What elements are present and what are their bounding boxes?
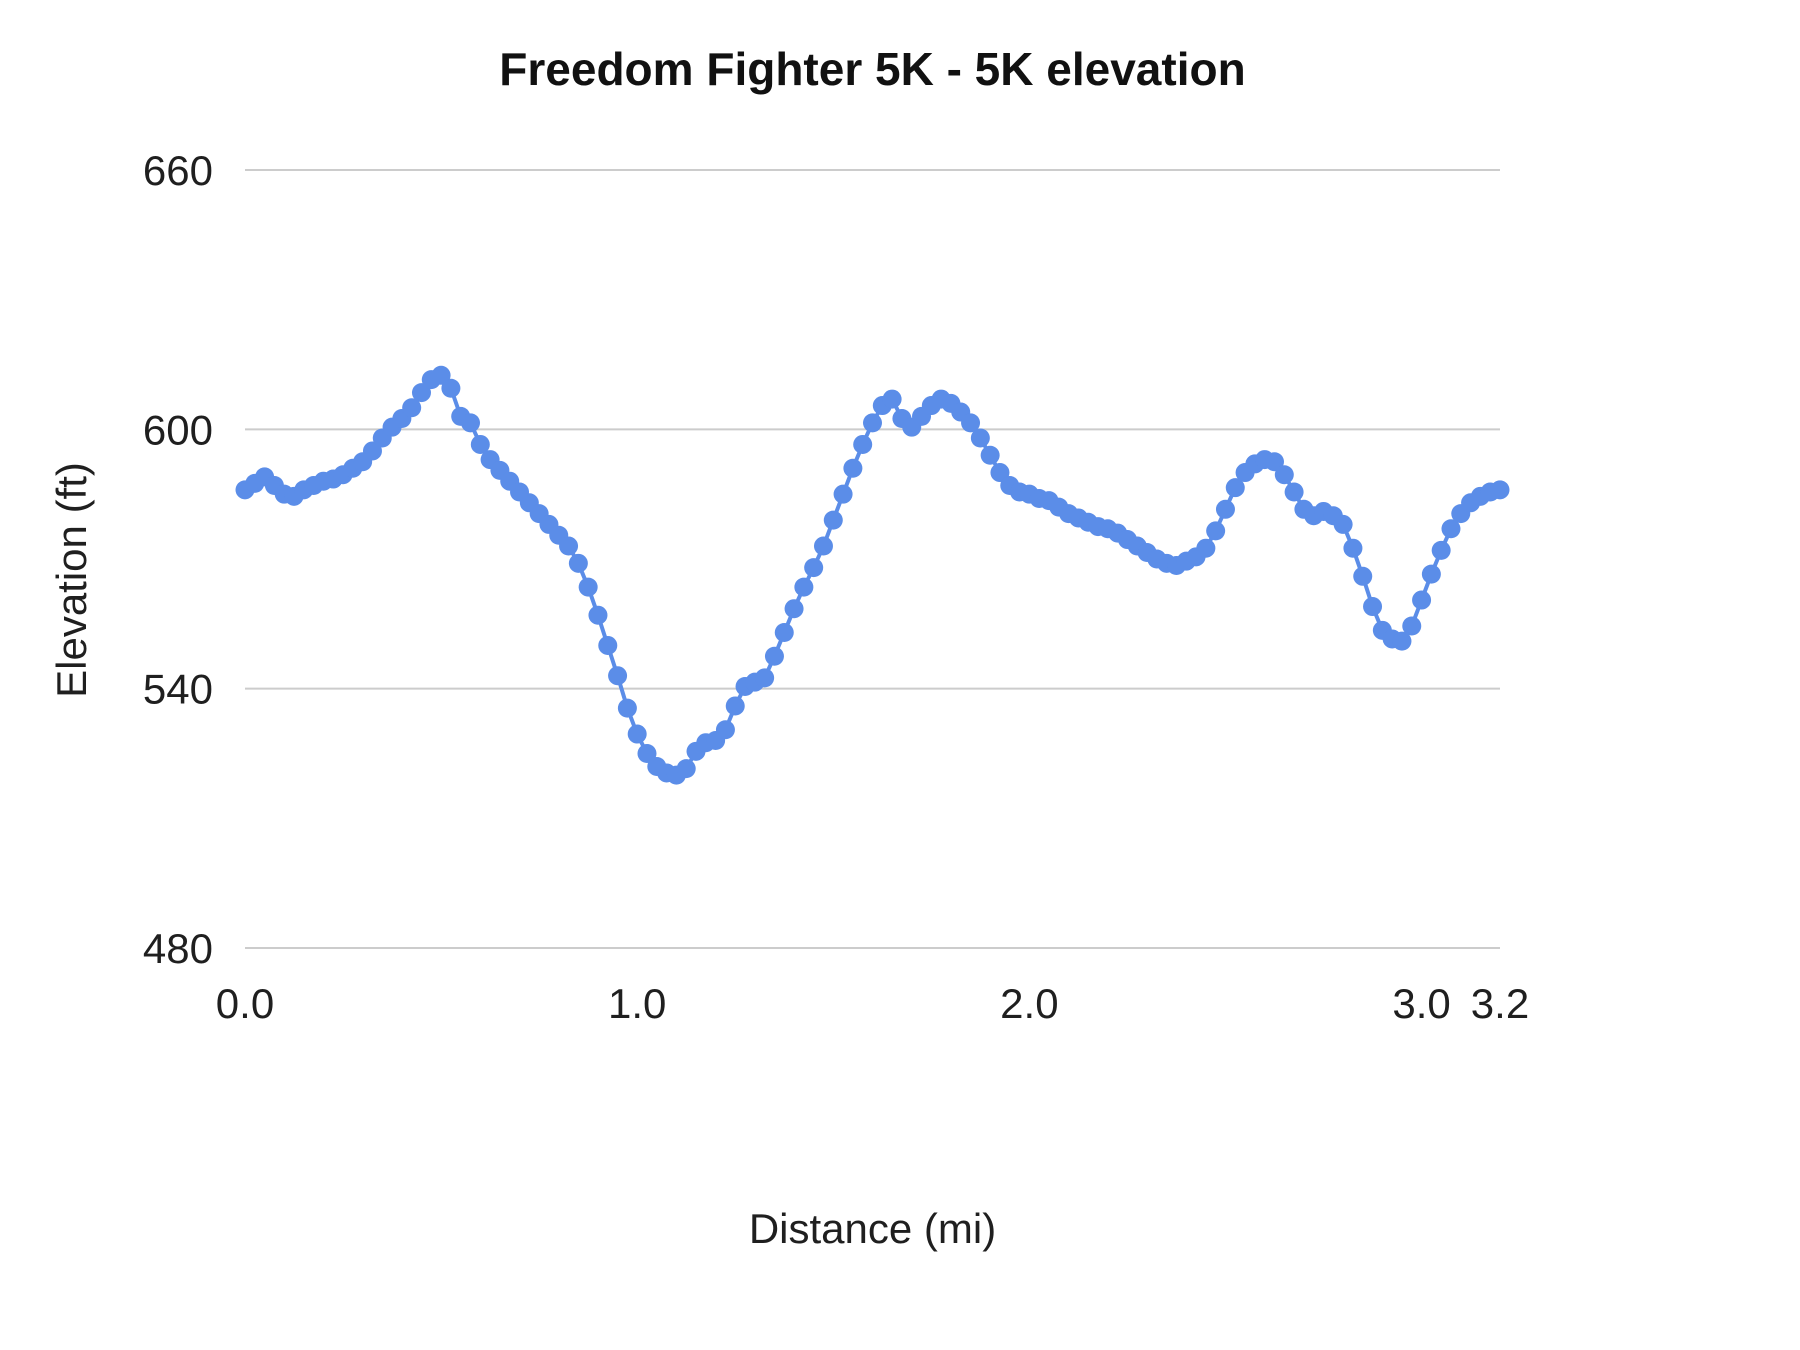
data-point: [470, 434, 490, 454]
data-point: [882, 389, 902, 409]
chart-title: Freedom Fighter 5K - 5K elevation: [499, 43, 1246, 95]
data-point: [1412, 590, 1432, 610]
data-point: [1333, 514, 1353, 534]
data-point: [617, 698, 637, 718]
data-point: [1490, 480, 1510, 500]
data-point: [990, 463, 1010, 483]
data-point: [970, 428, 990, 448]
data-point: [1353, 566, 1373, 586]
data-point: [578, 577, 598, 597]
data-point: [1215, 499, 1235, 519]
x-tick-label: 1.0: [608, 980, 666, 1027]
data-point: [1284, 482, 1304, 502]
x-tick-label: 0.0: [216, 980, 274, 1027]
data-point: [441, 378, 461, 398]
data-point: [804, 558, 824, 578]
data-point: [598, 635, 618, 655]
y-tick-label: 480: [143, 925, 213, 972]
data-point: [1392, 631, 1412, 651]
data-point: [461, 413, 481, 433]
data-point: [784, 599, 804, 619]
data-point: [608, 666, 628, 686]
data-point: [627, 724, 647, 744]
x-tick-label: 3.0: [1392, 980, 1450, 1027]
data-point: [676, 759, 696, 779]
x-tick-labels: 0.0 1.0 2.0 3.0 3.2: [216, 980, 1529, 1027]
x-tick-label: 2.0: [1000, 980, 1058, 1027]
data-point: [853, 434, 873, 454]
data-point: [362, 441, 382, 461]
data-point: [1196, 538, 1216, 558]
elevation-points: [235, 365, 1510, 785]
data-point: [833, 484, 853, 504]
data-point: [980, 445, 1000, 465]
data-point: [755, 668, 775, 688]
data-point: [1225, 478, 1245, 498]
elevation-line: [243, 373, 1501, 778]
data-point: [1363, 597, 1383, 617]
gridlines: [245, 169, 1500, 949]
data-point: [559, 536, 579, 556]
y-tick-label: 540: [143, 666, 213, 713]
y-tick-labels: 660 600 540 480: [143, 147, 213, 972]
data-point: [568, 553, 588, 573]
y-tick-label: 660: [143, 147, 213, 194]
data-point: [588, 605, 608, 625]
data-point: [411, 383, 431, 403]
data-point: [823, 510, 843, 530]
data-point: [774, 622, 794, 642]
data-point: [1441, 519, 1461, 539]
data-point: [961, 413, 981, 433]
data-point: [764, 646, 784, 666]
data-point: [1274, 465, 1294, 485]
data-point: [1343, 538, 1363, 558]
data-point: [725, 696, 745, 716]
data-point: [1264, 452, 1284, 472]
data-point: [1431, 540, 1451, 560]
data-point: [794, 577, 814, 597]
data-point: [1402, 616, 1422, 636]
x-tick-label: 3.2: [1471, 980, 1529, 1027]
data-point: [863, 413, 882, 433]
data-point: [1421, 564, 1441, 584]
data-point: [1206, 521, 1226, 541]
data-point: [637, 744, 657, 763]
data-point: [843, 458, 863, 478]
data-point: [402, 398, 422, 418]
data-point: [813, 536, 833, 556]
data-point: [431, 365, 451, 385]
data-point: [715, 720, 735, 740]
y-tick-label: 600: [143, 406, 213, 453]
x-axis-label: Distance (mi): [748, 1205, 997, 1252]
